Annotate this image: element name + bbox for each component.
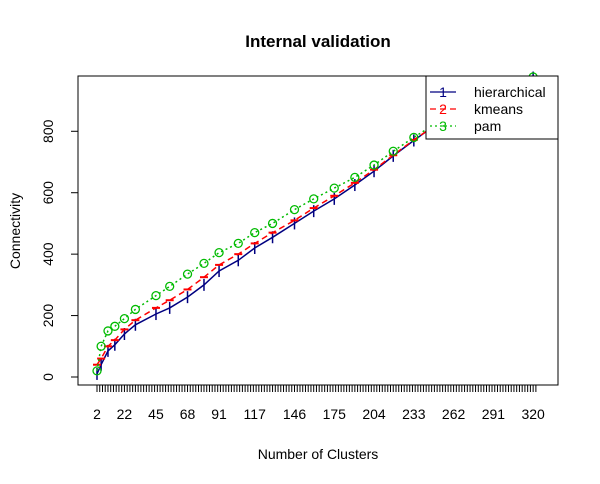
x-tick-label: 91	[211, 406, 227, 422]
x-tick-label: 2	[93, 406, 101, 422]
data-point	[119, 313, 130, 324]
legend-item-hierarchical: 1 hierarchical	[430, 84, 546, 100]
data-point	[130, 304, 141, 315]
x-tick-label: 146	[283, 406, 307, 422]
data-point	[409, 132, 419, 143]
data-point	[103, 326, 113, 336]
x-tick-label: 45	[148, 406, 164, 422]
y-axis: 0 200 400 600 800	[40, 119, 79, 381]
legend-symbol: 3	[439, 118, 447, 134]
y-tick-label: 400	[40, 242, 56, 266]
data-point	[110, 321, 120, 331]
x-tick-label: 22	[117, 406, 133, 422]
x-tick-label: 320	[521, 406, 545, 422]
x-tick-label: 204	[362, 406, 386, 422]
data-point	[165, 281, 175, 292]
data-point	[182, 269, 193, 279]
data-point	[96, 341, 106, 351]
legend-symbol: 2	[439, 101, 447, 117]
data-point	[369, 160, 379, 170]
data-point	[214, 247, 224, 258]
data-point	[267, 218, 278, 229]
x-axis: 2 22 45 68 91 117 146 175 204 233 262 291 320	[93, 384, 545, 422]
x-tick-label: 175	[323, 406, 347, 422]
data-point	[309, 194, 319, 204]
data-point	[199, 258, 209, 269]
legend-label: hierarchical	[474, 84, 546, 100]
y-tick-label: 600	[40, 181, 56, 205]
y-tick-label: 0	[40, 373, 56, 381]
data-point	[329, 183, 339, 193]
y-tick-label: 800	[40, 119, 56, 143]
y-axis-label: Connectivity	[7, 193, 23, 269]
x-tick-label: 262	[442, 406, 466, 422]
data-point	[388, 146, 398, 156]
x-tick-label: 117	[244, 406, 267, 422]
legend: 1 hierarchical 2 kmeans 3 pam	[425, 75, 559, 140]
data-point	[151, 290, 161, 301]
data-point	[233, 238, 243, 249]
legend-item-kmeans: 2 kmeans	[430, 101, 523, 117]
data-point	[289, 204, 300, 215]
legend-symbol: 1	[439, 84, 447, 100]
legend-label: pam	[474, 118, 501, 134]
legend-item-pam: 3 pam	[430, 118, 501, 134]
data-point	[92, 366, 102, 376]
legend-items: 1 hierarchical 2 kmeans 3 pam	[430, 84, 546, 134]
x-tick-label: 291	[482, 406, 506, 422]
data-point	[350, 172, 360, 183]
x-axis-label: Number of Clusters	[258, 446, 379, 462]
legend-label: kmeans	[474, 101, 523, 117]
chart-title: Internal validation	[245, 32, 390, 51]
x-tick-label: 233	[402, 406, 426, 422]
data-point	[250, 227, 260, 238]
y-tick-label: 200	[40, 304, 56, 328]
legend-box	[425, 75, 559, 140]
x-tick-label: 68	[180, 406, 196, 422]
